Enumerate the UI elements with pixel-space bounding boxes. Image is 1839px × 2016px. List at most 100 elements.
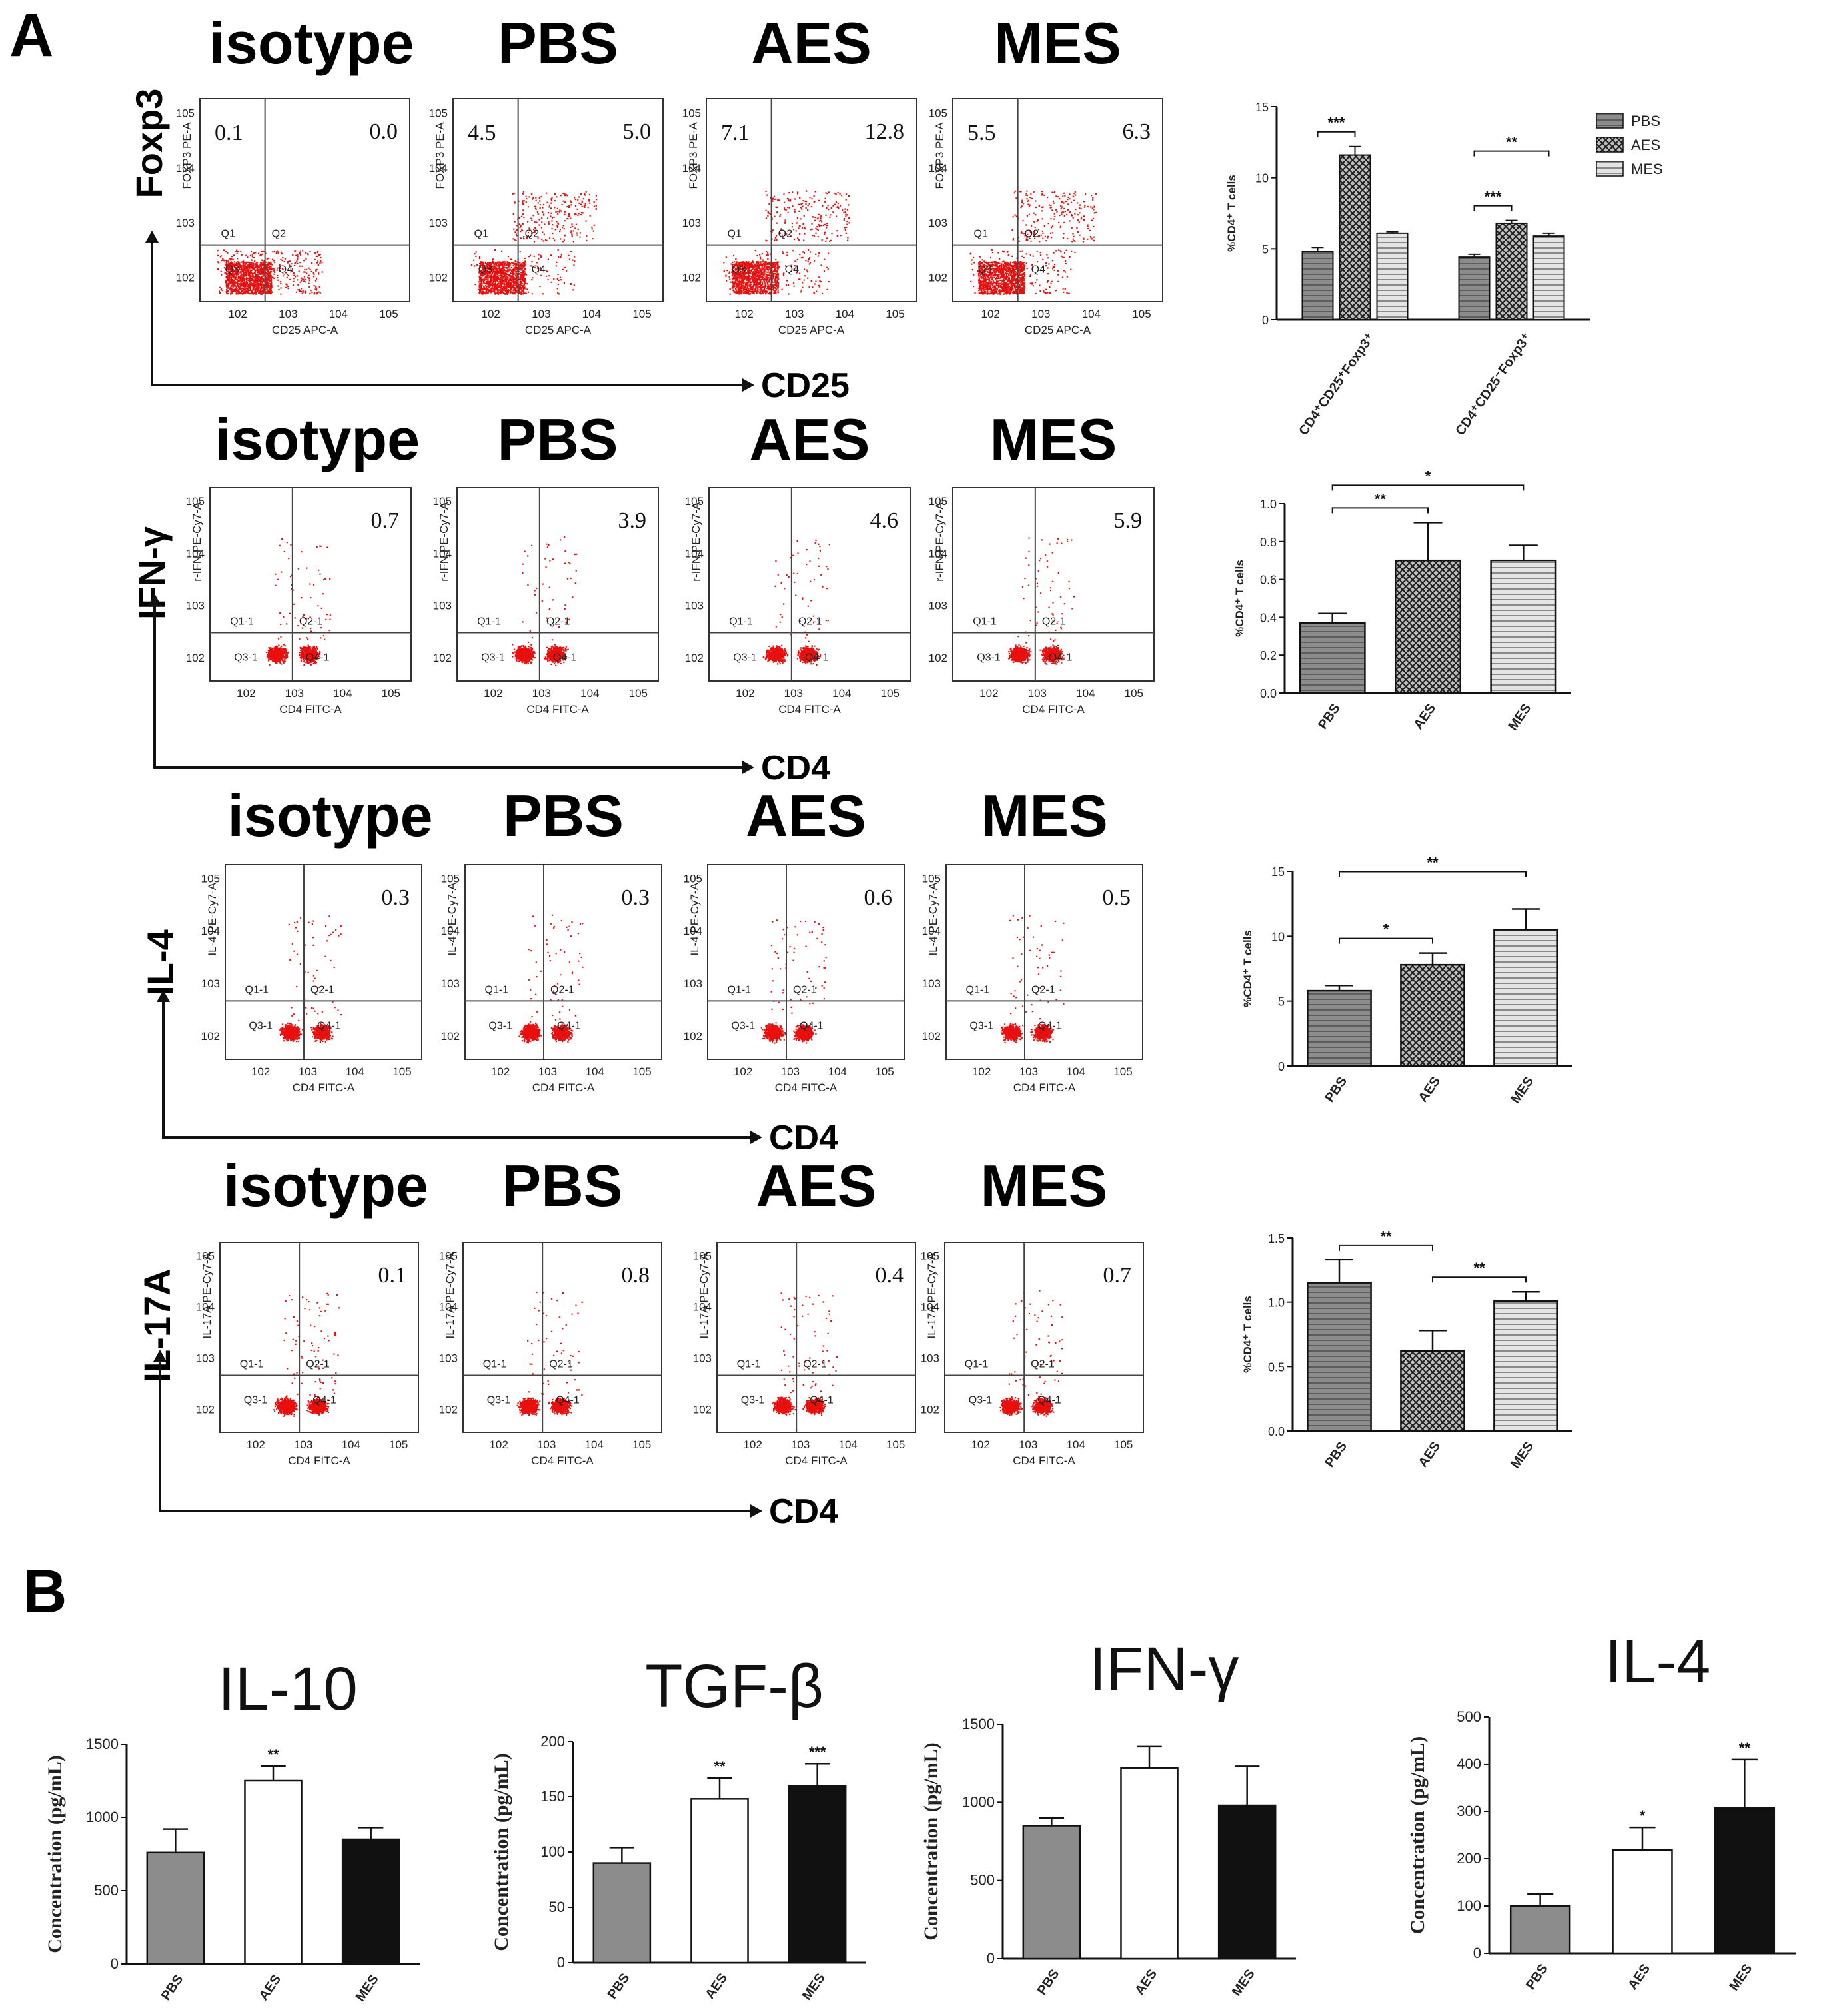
gate-label-q2: Q2 [272, 229, 286, 240]
gate-label-q2: Q2-1 [803, 1359, 827, 1370]
x-category-label-aes: AES [1415, 1074, 1443, 1105]
column-header-aes: AES [746, 783, 866, 849]
y-tick-0: 102 [929, 272, 947, 284]
x-tick-2: 104 [582, 308, 601, 320]
gate-label-q4: Q4-1 [805, 652, 829, 664]
event-dots [999, 1290, 1063, 1417]
y-tick-0: 102 [201, 1030, 220, 1043]
y-tick-label-1: 500 [94, 1882, 119, 1899]
gate-label-q4: Q4-1 [1038, 1020, 1062, 1031]
event-dots [516, 1291, 583, 1416]
column-header-mes: MES [981, 783, 1108, 849]
error-bar-mes-0 [1386, 231, 1399, 233]
x-tick-2: 104 [1082, 308, 1101, 320]
gate-label-q3: Q3-1 [731, 1020, 755, 1031]
x-tick-2: 104 [580, 687, 599, 700]
bar-chart-A1: 0 5 10 15 %CD4⁺ T cells CD4⁺CD25⁺Foxp3⁺ CD4⁺CD… [1225, 101, 1663, 438]
bar-chart-B4: 0 100 200 300 400 500 Concentration (pg/mL) IL-… [1407, 1628, 1796, 1993]
x-tick-3: 105 [875, 1065, 894, 1078]
y-tick-label-3: 1.5 [1268, 1232, 1285, 1245]
flow-plot-isotype: Q1 Q2 Q3 Q4 0.1 0.0 CD25 APC-A FOXP3 PE-A 102 103… [176, 98, 410, 336]
significance-bracket-1 [1473, 205, 1513, 211]
y-tick-0: 102 [685, 652, 704, 664]
event-cloud [999, 1290, 1063, 1417]
plot-frame [708, 487, 911, 682]
y-tick-label-2: 0.4 [1260, 611, 1277, 624]
y-tick-label-2: 200 [1457, 1850, 1481, 1867]
column-header-isotype: isotype [227, 783, 432, 849]
bar-pbs [1299, 622, 1366, 694]
y-axis-title: IL-17A PE-Cy7-A [444, 1252, 456, 1338]
y-tick-0: 102 [921, 1404, 939, 1416]
axis-arrow-line [159, 1359, 753, 1512]
x-axis-title: CD4 FITC-A [288, 1454, 350, 1467]
quadrant-percent-upper-right: 0.6 [864, 885, 893, 910]
x-tick-0: 102 [229, 308, 247, 320]
y-tick-2: 104 [684, 925, 702, 937]
event-dots [518, 914, 584, 1044]
column-header-mes: MES [990, 406, 1117, 472]
y-tick-1: 103 [186, 600, 205, 612]
x-category-label-aes: AES [702, 1971, 730, 2001]
x-category-label-aes: AES [1415, 1439, 1443, 1470]
x-tick-3: 105 [392, 1065, 411, 1078]
flow-plot-mes: Q1 Q2 Q3 Q4 5.5 6.3 CD25 APC-A FOXP3 PE-A 102 103… [929, 98, 1163, 336]
y-tick-label-1: 50 [549, 1899, 565, 1915]
y-tick-0: 102 [186, 652, 205, 664]
gate-label-q2: Q2-1 [549, 1359, 573, 1370]
x-tick-1: 103 [299, 1065, 317, 1078]
x-tick-0: 102 [734, 1065, 752, 1078]
axis-arrow-head-right [742, 761, 754, 774]
y-tick-1: 103 [685, 600, 704, 612]
flow-plot-pbs: Q1-1 Q2-1 Q3-1 Q4-1 3.9 CD4 FITC-A r-IFN PE-Cy… [433, 487, 659, 716]
x-tick-3: 105 [632, 1438, 651, 1451]
bar-pbs [1509, 1905, 1571, 1955]
event-dots [723, 190, 850, 295]
quadrant-percent-upper-right: 0.7 [1103, 1263, 1132, 1288]
x-axis-title: CD4 FITC-A [778, 703, 841, 716]
y-tick-0: 102 [922, 1030, 941, 1043]
error-bar-aes [1419, 1329, 1447, 1352]
x-category-label-aes: AES [256, 1972, 284, 2003]
x-axis-title: CD4 FITC-A [1022, 703, 1085, 716]
significance-bracket-2 [1473, 150, 1550, 157]
y-axis-title: r-IFN PE-Cy7-A [933, 502, 946, 582]
x-category-label-mes: MES [800, 1971, 828, 2003]
chart-title: IL-4 [1605, 1628, 1711, 1696]
gate-label-q3: Q3-1 [741, 1395, 765, 1406]
y-tick-label-3: 0.6 [1260, 574, 1277, 587]
y-tick-3: 105 [684, 872, 702, 885]
x-axis-title: CD4 FITC-A [531, 1454, 594, 1467]
quadrant-percent-upper-right: 0.4 [876, 1263, 904, 1288]
x-tick-0: 102 [971, 1438, 989, 1451]
gate-label-q4: Q4 [785, 264, 799, 276]
quadrant-percent-upper-left: 5.5 [967, 121, 996, 145]
y-tick-0: 102 [682, 272, 701, 284]
bar-pbs [1307, 1282, 1372, 1432]
y-axis-title: FOXP3 PE-A [933, 122, 946, 189]
error-bar-pbs [1325, 985, 1353, 991]
x-tick-1: 103 [1028, 687, 1047, 700]
legend-swatch-mes [1596, 161, 1624, 177]
axis-arrow-head-right [750, 1504, 762, 1518]
x-tick-3: 105 [1113, 1065, 1132, 1078]
gate-label-q4: Q4-1 [556, 1395, 580, 1406]
flow-plot-aes: Q1-1 Q2-1 Q3-1 Q4-1 0.4 CD4 FITC-A IL-17A PE-C… [693, 1242, 916, 1467]
event-cloud [516, 1291, 583, 1416]
y-tick-label-5: 1.0 [1260, 498, 1277, 511]
bar-chart-B3: 0 500 1000 1500 Concentration (pg/mL) IFN-γ PB… [920, 1635, 1296, 1999]
flow-cytometry-grid: isotype PBS AES MES Foxp3 CD25 Q1 Q2 Q3 Q4 0.1 0.0 C… [128, 10, 1163, 1531]
flow-plot-isotype: Q1-1 Q2-1 Q3-1 Q4-1 0.3 CD4 FITC-A IL-4 PE-Cy7… [201, 864, 422, 1094]
y-tick-2: 104 [429, 162, 448, 175]
bar-chart-A2: 0.0 0.2 0.4 0.6 0.8 1.0 %CD4⁺ T cells PBS AES MES… [1233, 468, 1571, 733]
flow-row-3: isotype PBS AES MES IL-17A CD4 Q1-1 Q2-1 Q3-1 Q4-… [136, 1153, 1144, 1531]
x-tick-1: 103 [285, 687, 304, 700]
bar-mes [341, 1838, 400, 1965]
gate-label-q4: Q4-1 [1037, 1395, 1061, 1406]
gate-label-q1: Q1 [221, 229, 235, 240]
y-tick-label-0: 0 [111, 1955, 119, 1972]
y-axis-title: r-IFN PE-Cy7-A [438, 502, 450, 582]
y-tick-3: 105 [693, 1250, 712, 1262]
flow-row-2: isotype PBS AES MES IL-4 CD4 Q1-1 Q2-1 Q3-1 Q4-1 0… [139, 783, 1143, 1157]
bar-pbs [146, 1851, 205, 1965]
